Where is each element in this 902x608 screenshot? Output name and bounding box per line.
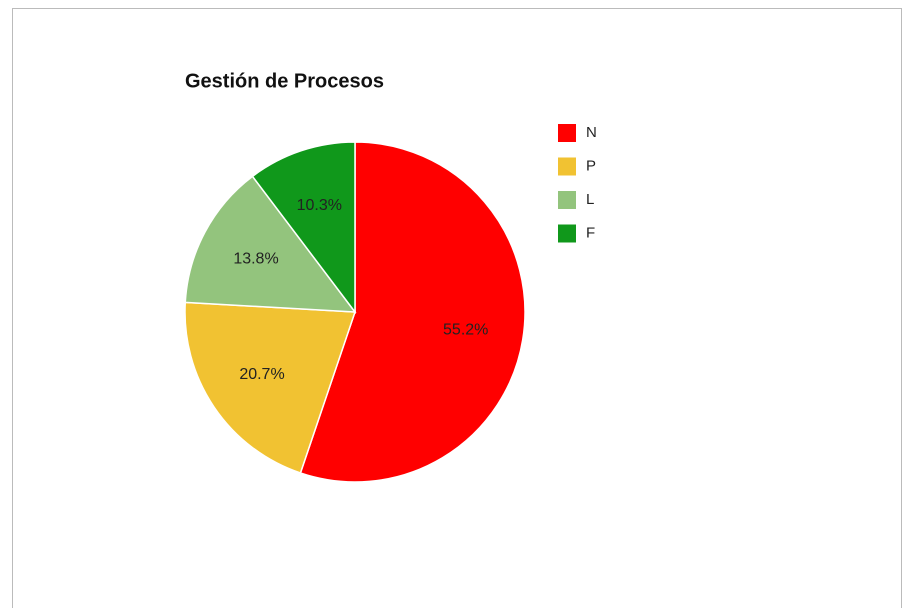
slice-label: 10.3% [297,197,342,214]
pie-slice [299,141,526,483]
slice-label: 13.8% [233,250,278,267]
legend-swatch [558,191,576,209]
pie-slice [184,175,357,313]
slice-label: 55.2% [443,321,488,338]
pie-slice [184,301,357,474]
legend-label: N [586,124,597,141]
pie-slice [251,141,356,315]
legend-swatch [558,224,576,243]
legend-label: P [586,157,596,174]
legend-label: L [586,191,594,208]
legend-swatch [558,124,576,142]
legend-swatch [558,157,576,176]
chart-title: Gestión de Procesos [185,70,384,92]
slice-label: 20.7% [239,366,284,383]
legend-label: F [586,224,595,241]
